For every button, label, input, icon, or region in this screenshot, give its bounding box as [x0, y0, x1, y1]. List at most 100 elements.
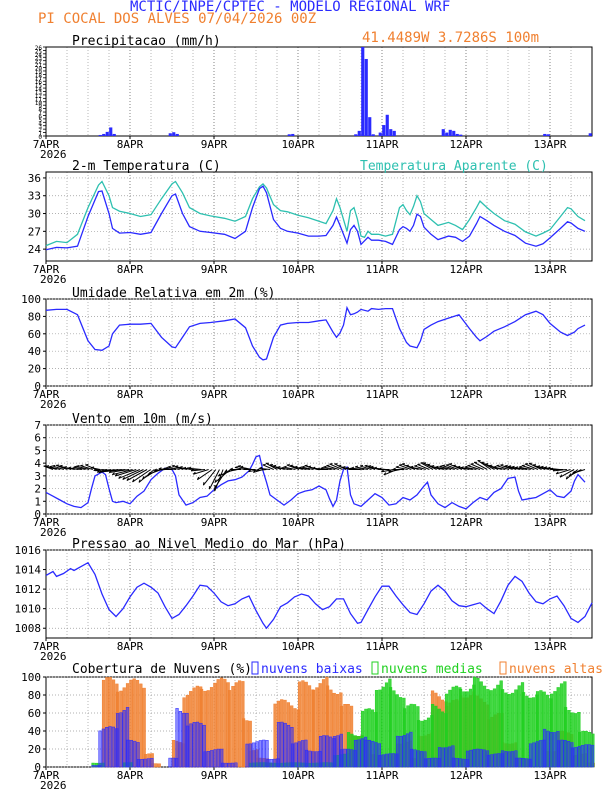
precip-bar [109, 127, 113, 136]
wind-barb-head [511, 465, 515, 468]
cloud-bar [399, 736, 403, 768]
cloud-bar [388, 753, 392, 768]
wind-barb-head [80, 464, 84, 467]
wind-barb-head [171, 464, 175, 467]
wind-barb [259, 467, 271, 470]
wind-barb [410, 466, 423, 470]
panel-title: Cobertura de Nuvens (%) [72, 662, 252, 677]
wind-barb-head [555, 471, 559, 475]
cloud-bar [532, 742, 536, 768]
cloud-bar [514, 757, 519, 768]
wind-barb [515, 467, 528, 470]
cloud-bar [234, 762, 238, 768]
cloud-bar [227, 762, 231, 768]
y-tick-label: 18 [35, 72, 43, 79]
cloud-bar [462, 691, 466, 768]
cloud-bar [206, 750, 210, 768]
cloud-bar [395, 735, 400, 768]
precip-bar [361, 47, 365, 136]
cloud-bar [535, 741, 539, 768]
precip-bar [392, 130, 396, 136]
x-tick-label: 13APR [533, 263, 566, 276]
y-tick-label: 12 [35, 93, 43, 100]
wind-barb [165, 467, 177, 470]
cloud-bar [213, 749, 217, 768]
wind-barb-head [234, 466, 239, 468]
cloud-bar [290, 743, 295, 768]
wind-barb-head [183, 466, 187, 469]
wind-barb-head [572, 470, 576, 474]
wind-barb [106, 469, 126, 472]
wind-barb-head [304, 464, 308, 467]
cloud-bar [381, 754, 385, 768]
cloud-bar [405, 733, 410, 768]
wind-barb [493, 466, 506, 470]
cloud-bar [248, 743, 252, 768]
wind-barb-head [323, 465, 327, 468]
cloud-bar [441, 747, 445, 768]
cloud-bar [273, 758, 277, 768]
x-tick-label: 13APR [533, 516, 566, 529]
precip-bar [112, 133, 116, 136]
wind-barb [197, 469, 213, 481]
cloud-bar [507, 751, 511, 768]
wind-barb [234, 467, 245, 470]
precip-bar [102, 133, 106, 136]
wind-barb [481, 461, 495, 470]
x-year-label: 2026 [40, 526, 67, 539]
x-tick-label: 7APR [33, 769, 60, 782]
wind-barb-head [142, 476, 145, 480]
y-tick-label: 10 [35, 100, 43, 107]
cloud-bar [325, 735, 329, 768]
wind-barb-head [414, 464, 418, 467]
y-tick-label: 7 [34, 419, 41, 432]
wind-barb-head [237, 465, 241, 467]
wind-barb-head [457, 465, 461, 468]
wind-barb-head [214, 479, 217, 483]
wind-barb-head [192, 471, 196, 475]
wind-barb-head [196, 476, 200, 480]
wind-barb-head [63, 465, 67, 468]
cloud-bar [360, 738, 364, 768]
wind-barb-head [108, 470, 112, 473]
y-tick-label: 11 [35, 96, 43, 103]
y-tick-label: 100 [21, 293, 41, 306]
x-tick-label: 9APR [201, 388, 228, 401]
cloud-bar [500, 750, 505, 768]
wind-barb-head [326, 464, 330, 467]
wind-barb [73, 466, 86, 470]
y-tick-label: 26 [35, 45, 43, 52]
wind-barb [364, 465, 376, 470]
wind-barb-head [537, 465, 541, 468]
wind-barb-head [49, 465, 53, 468]
wind-barb-head [256, 468, 260, 471]
cloud-bar [374, 742, 378, 768]
precip-bar [357, 130, 361, 136]
wind-barb-head [345, 466, 350, 469]
x-tick-label: 10APR [281, 640, 314, 653]
wind-barb-head [515, 466, 519, 469]
cloud-bar [402, 735, 406, 768]
cloud-bar [577, 746, 581, 768]
cloud-bar [419, 751, 424, 768]
y-tick-label: 2 [38, 127, 42, 134]
panel-frame [45, 298, 593, 387]
wind-barb [188, 467, 202, 470]
cloud-bar [385, 753, 389, 768]
wind-barb [265, 462, 278, 470]
wind-barb-head [489, 464, 493, 467]
header-coords: 41.4489W 3.7286S 100m [362, 30, 540, 46]
wind-barb-head [202, 482, 205, 486]
cloud-bar [566, 741, 571, 768]
cloud-bar [542, 728, 547, 768]
x-tick-label: 8APR [117, 388, 144, 401]
legend-label: nuvens baixas [261, 662, 363, 677]
wind-barb-head [277, 465, 281, 468]
wind-barb-head [96, 469, 100, 473]
wind-barb-head [464, 465, 468, 468]
precip-bar [389, 129, 393, 136]
cloud-bar [472, 749, 476, 768]
wind-barb [355, 466, 368, 470]
y-tick-label: 17 [35, 76, 43, 83]
wind-barb-head [59, 464, 63, 467]
